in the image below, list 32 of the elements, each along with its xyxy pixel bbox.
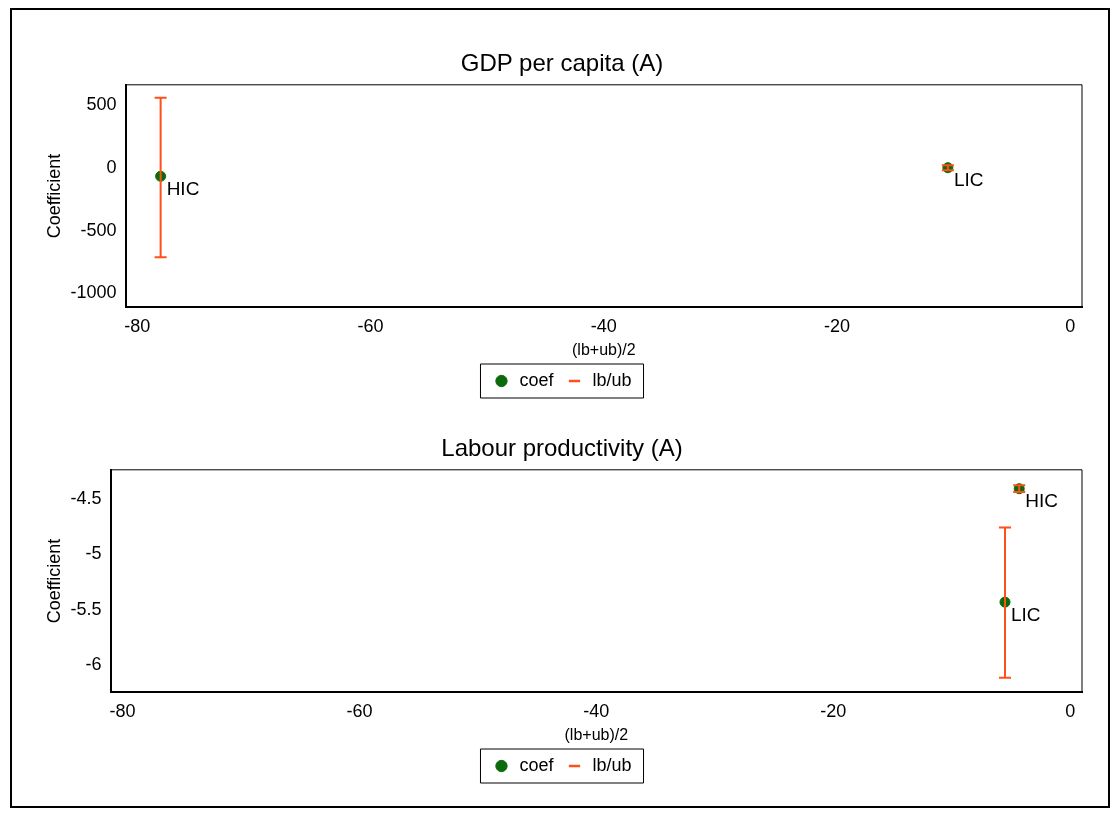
chart-title: GDP per capita (A) bbox=[460, 49, 664, 77]
x-tick-label: 0 bbox=[1065, 700, 1076, 721]
annotation: LIC bbox=[1011, 603, 1041, 625]
y-axis-title: Coefficient bbox=[43, 153, 64, 239]
legend-label: coef bbox=[519, 754, 555, 775]
x-tick-label: -60 bbox=[357, 315, 384, 336]
x-tick-label: -20 bbox=[824, 315, 851, 336]
annotation: LIC bbox=[953, 169, 984, 191]
x-tick-label: -40 bbox=[590, 315, 617, 336]
y-tick-label: -5.5 bbox=[70, 598, 102, 619]
legend-label: coef bbox=[519, 369, 555, 390]
x-tick-label: -40 bbox=[583, 700, 610, 721]
y-tick-label: -6 bbox=[85, 654, 102, 675]
annotation: HIC bbox=[166, 178, 200, 200]
x-tick-label: -20 bbox=[820, 700, 847, 721]
x-axis-title: (lb+ub)/2 bbox=[564, 725, 629, 743]
legend-label: lb/ub bbox=[592, 754, 632, 775]
y-tick-label: -4.5 bbox=[70, 487, 102, 508]
y-tick-label: -1000 bbox=[70, 282, 117, 303]
legend-label: lb/ub bbox=[592, 369, 632, 390]
y-tick-label: 500 bbox=[86, 93, 117, 114]
y-tick-label: -500 bbox=[80, 219, 117, 240]
x-tick-label: -80 bbox=[109, 700, 136, 721]
y-tick-label: 0 bbox=[106, 156, 117, 177]
x-tick-label: 0 bbox=[1065, 315, 1076, 336]
x-tick-label: -60 bbox=[346, 700, 373, 721]
x-axis-title: (lb+ub)/2 bbox=[572, 340, 636, 358]
x-tick-label: -80 bbox=[124, 315, 151, 336]
chart-title: Labour productivity (A) bbox=[441, 434, 683, 462]
annotation: HIC bbox=[1025, 490, 1058, 512]
y-axis-title: Coefficient bbox=[43, 538, 64, 624]
y-tick-label: -5 bbox=[85, 543, 102, 564]
